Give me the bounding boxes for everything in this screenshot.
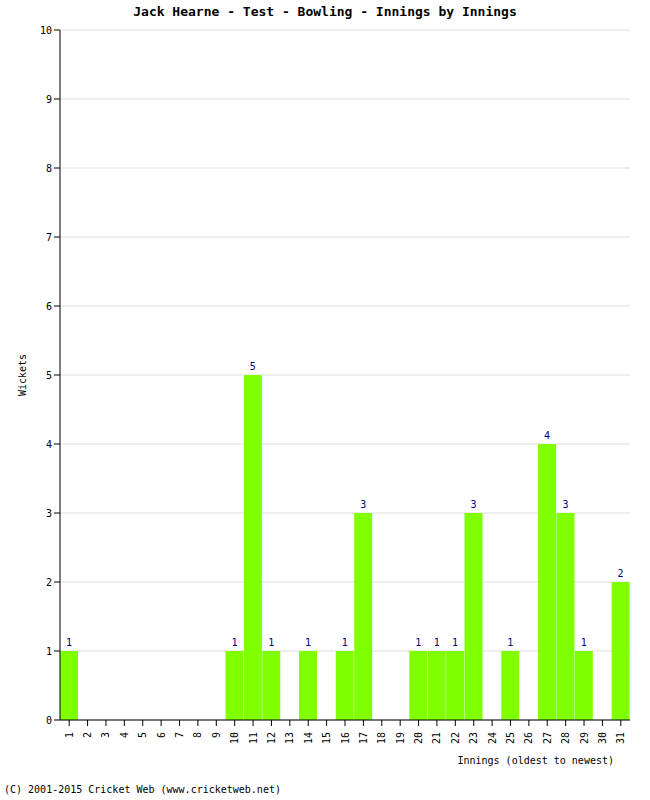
svg-text:1: 1	[342, 637, 348, 648]
svg-text:5: 5	[137, 732, 148, 738]
svg-text:8: 8	[46, 163, 52, 174]
svg-text:24: 24	[487, 732, 498, 744]
svg-text:21: 21	[431, 732, 442, 744]
html-text:Jack Hearne - Test - Bowling -: Jack Hearne - Test - Bowling - Innings b…	[133, 4, 517, 19]
svg-text:27: 27	[542, 732, 553, 744]
svg-text:4: 4	[46, 439, 52, 450]
svg-text:7: 7	[46, 232, 52, 243]
svg-text:0: 0	[46, 715, 52, 726]
svg-text:3: 3	[100, 732, 111, 738]
svg-text:9: 9	[46, 94, 52, 105]
svg-text:4: 4	[119, 732, 130, 738]
svg-text:1: 1	[305, 637, 311, 648]
html-text:(C) 2001-2015 Cricket Web (www: (C) 2001-2015 Cricket Web (www.cricketwe…	[4, 784, 281, 795]
svg-text:1: 1	[64, 732, 75, 738]
svg-text:28: 28	[560, 732, 571, 744]
svg-text:29: 29	[579, 732, 590, 744]
svg-text:5: 5	[46, 370, 52, 381]
svg-text:5: 5	[250, 361, 256, 372]
svg-text:6: 6	[156, 732, 167, 738]
svg-text:31: 31	[615, 732, 626, 744]
svg-text:2: 2	[46, 577, 52, 588]
svg-text:3: 3	[562, 499, 568, 510]
svg-text:9: 9	[211, 732, 222, 738]
svg-text:18: 18	[376, 732, 387, 744]
svg-text:1: 1	[434, 637, 440, 648]
svg-text:16: 16	[340, 732, 351, 744]
svg-text:19: 19	[395, 732, 406, 744]
svg-text:22: 22	[450, 732, 461, 744]
svg-text:13: 13	[284, 732, 295, 744]
svg-text:17: 17	[358, 732, 369, 744]
svg-text:1: 1	[268, 637, 274, 648]
svg-text:2: 2	[618, 568, 624, 579]
svg-text:1: 1	[452, 637, 458, 648]
svg-text:15: 15	[321, 732, 332, 744]
svg-text:12: 12	[266, 732, 277, 744]
svg-text:26: 26	[523, 732, 534, 744]
svg-text:8: 8	[192, 732, 203, 738]
svg-text:3: 3	[360, 499, 366, 510]
svg-text:1: 1	[231, 637, 237, 648]
svg-text:3: 3	[471, 499, 477, 510]
svg-text:23: 23	[468, 732, 479, 744]
svg-text:2: 2	[82, 732, 93, 738]
svg-text:1: 1	[66, 637, 72, 648]
svg-text:14: 14	[303, 732, 314, 744]
svg-text:1: 1	[415, 637, 421, 648]
svg-text:1: 1	[46, 646, 52, 657]
svg-text:25: 25	[505, 732, 516, 744]
svg-text:7: 7	[174, 732, 185, 738]
svg-text:1: 1	[581, 637, 587, 648]
svg-text:4: 4	[544, 430, 550, 441]
svg-text:10: 10	[229, 732, 240, 744]
svg-text:1: 1	[507, 637, 513, 648]
svg-text:6: 6	[46, 301, 52, 312]
svg-text:10: 10	[40, 25, 52, 36]
svg-text:11: 11	[248, 732, 259, 744]
svg-text:20: 20	[413, 732, 424, 744]
svg-text:Innings (oldest to newest): Innings (oldest to newest)	[457, 755, 614, 766]
svg-text:3: 3	[46, 508, 52, 519]
svg-text:Wickets: Wickets	[17, 354, 28, 396]
svg-text:30: 30	[597, 732, 608, 744]
